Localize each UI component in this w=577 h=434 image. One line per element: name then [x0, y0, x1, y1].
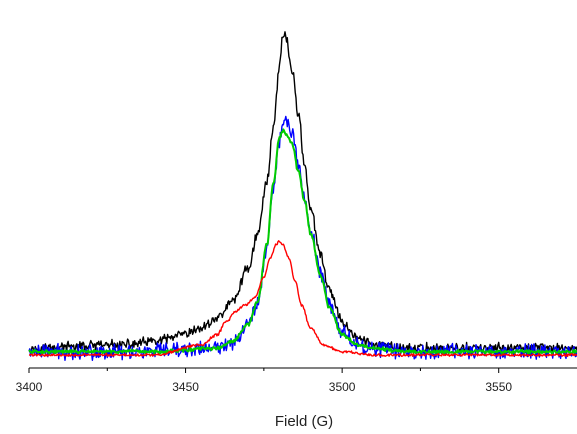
x-tick-label: 3500 — [329, 380, 356, 394]
x-tick-layer: 3400 3450 3500 3550 — [16, 368, 512, 394]
x-axis-label: Field (G) — [275, 413, 333, 430]
series-layer — [28, 31, 577, 361]
x-tick-label: 3400 — [16, 380, 43, 394]
x-tick-label: 3550 — [485, 380, 512, 394]
series-line-4 — [28, 240, 577, 358]
series-line-3 — [28, 128, 577, 355]
series-line-1 — [28, 31, 577, 355]
x-tick-label: 3450 — [172, 380, 199, 394]
